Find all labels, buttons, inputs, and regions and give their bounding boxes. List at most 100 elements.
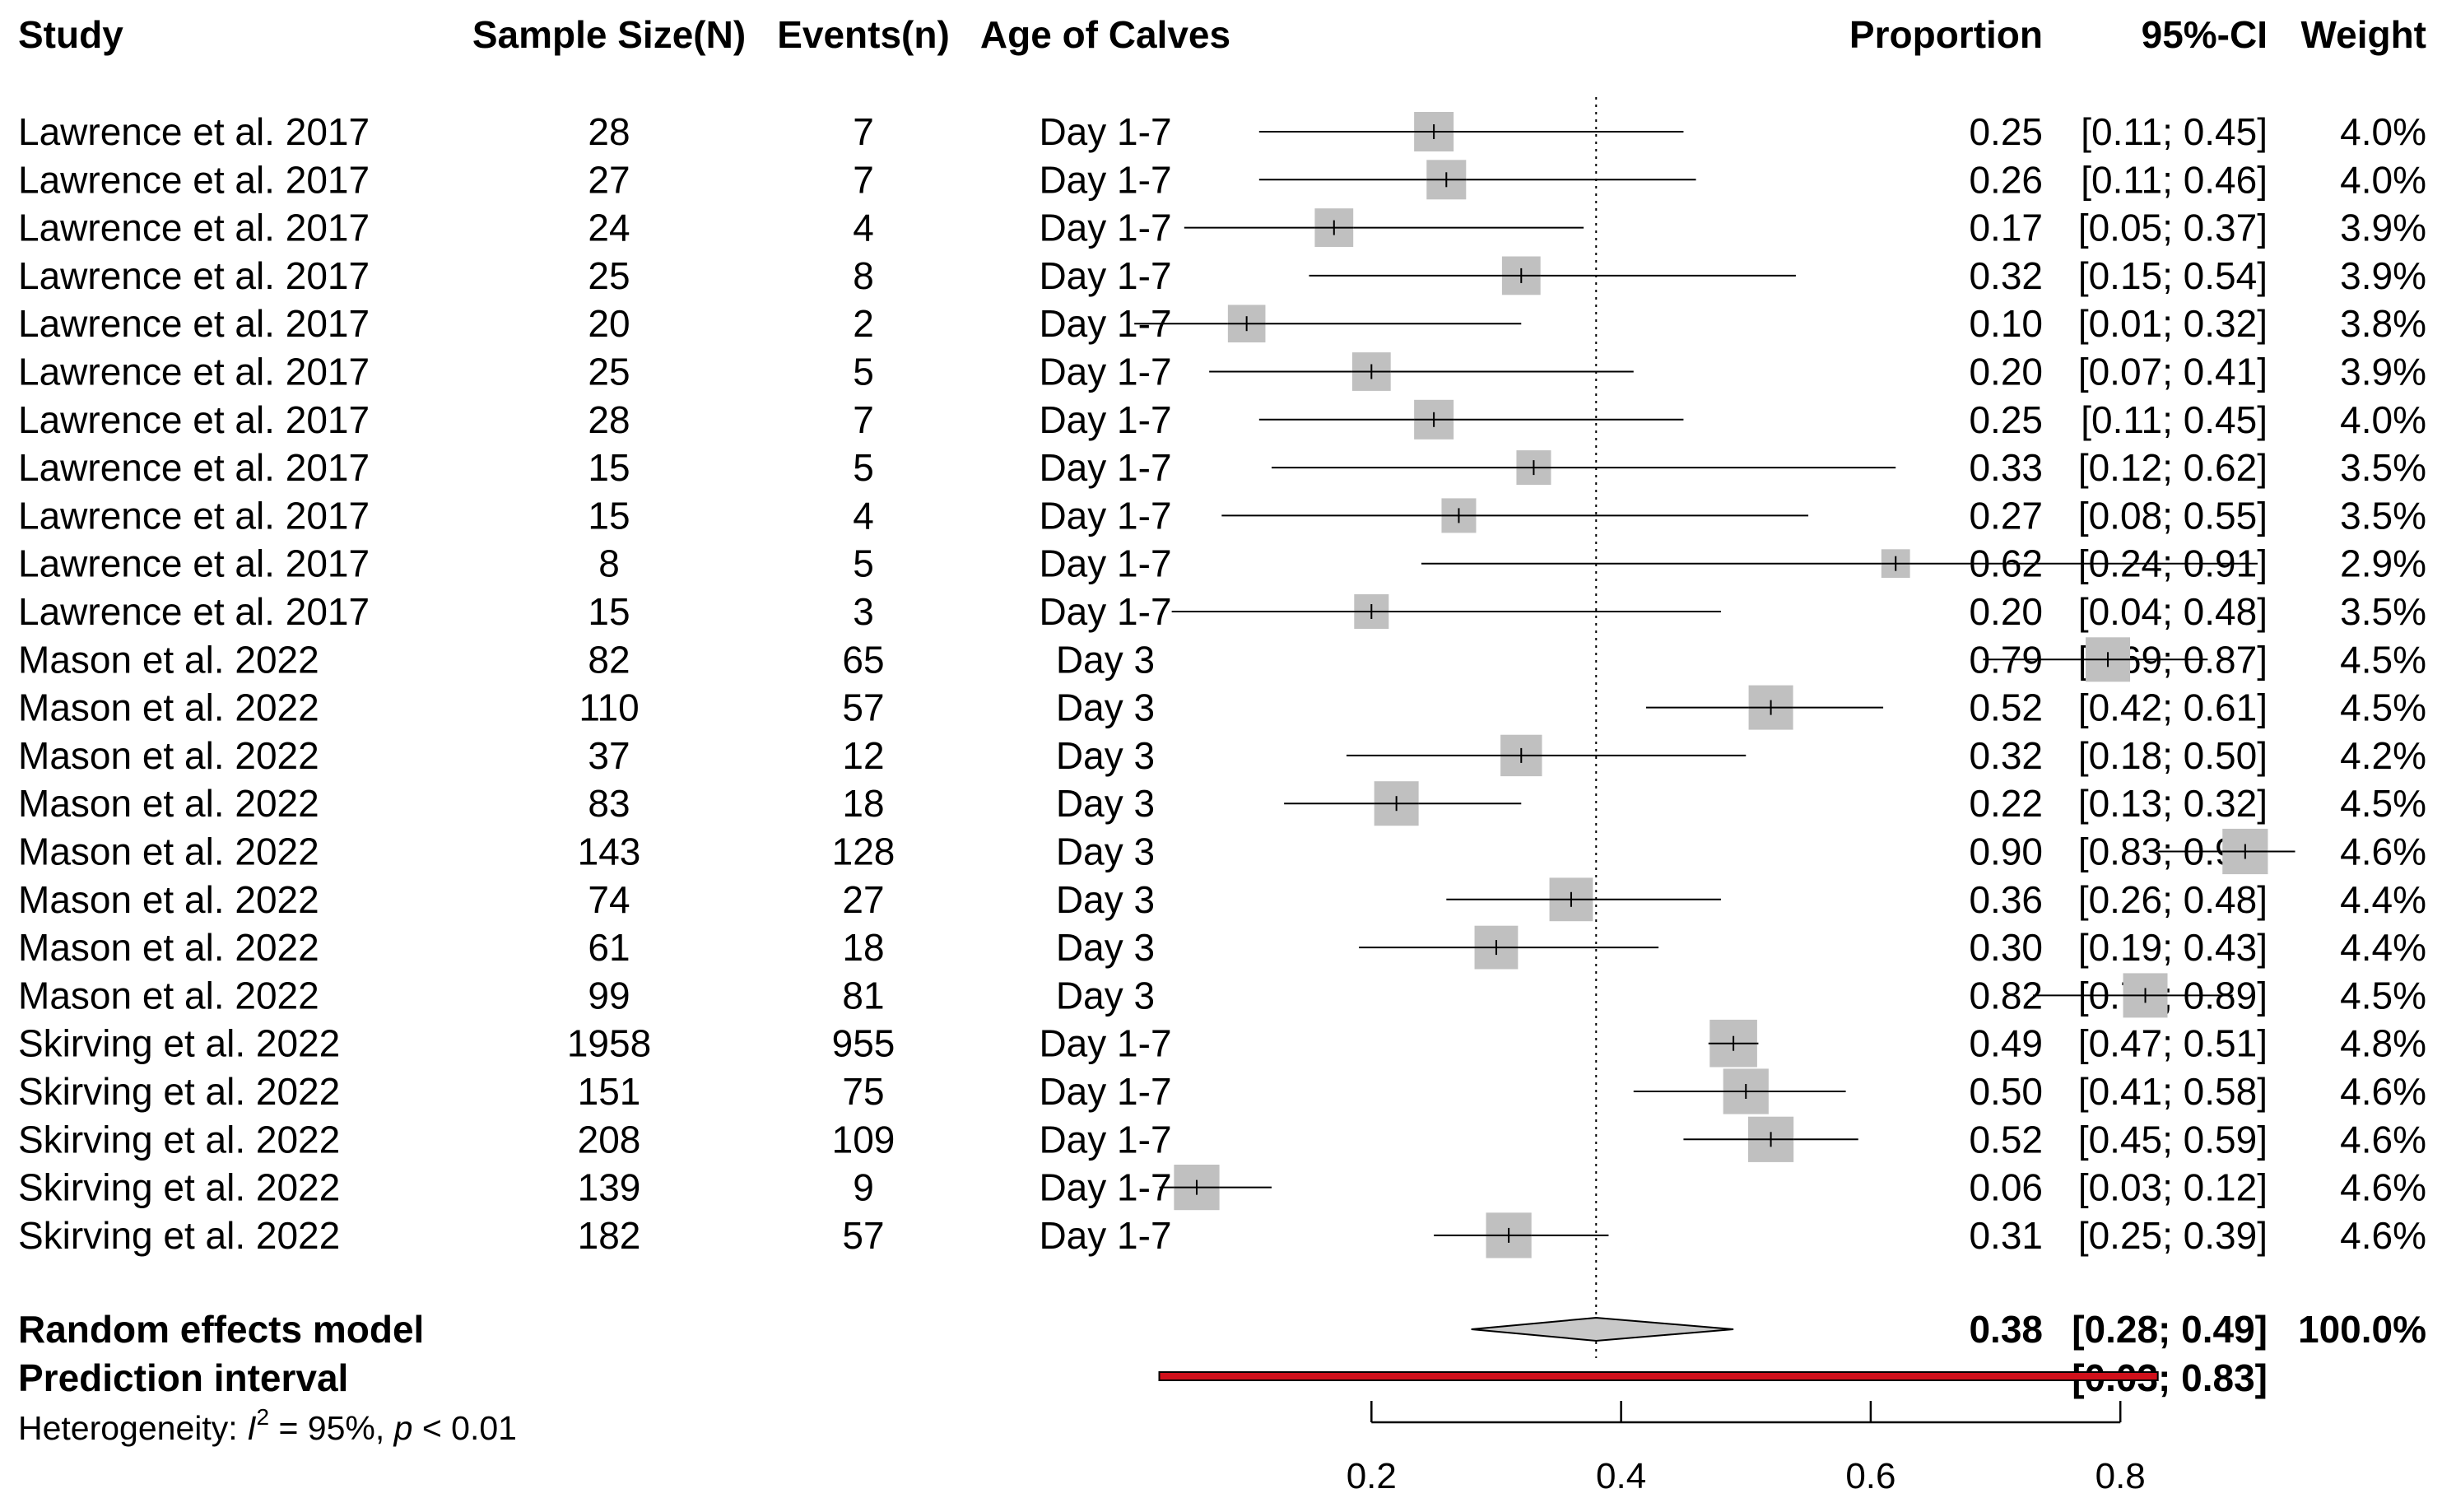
study-mark xyxy=(1209,352,1634,391)
weight: 4.0% xyxy=(2340,110,2426,153)
age-of-calves: Day 1-7 xyxy=(1039,254,1171,297)
sample-size: 83 xyxy=(588,782,630,825)
summary-diamond xyxy=(1471,1316,1734,1342)
sample-size: 15 xyxy=(588,446,630,489)
events: 7 xyxy=(853,398,874,441)
header-proportion: Proportion xyxy=(1849,13,2043,56)
age-of-calves: Day 1-7 xyxy=(1039,110,1171,153)
proportion: 0.33 xyxy=(1969,446,2043,489)
study-mark xyxy=(1983,637,2208,682)
sample-size: 208 xyxy=(578,1118,641,1161)
heterogeneity-i2-value: = 95%, xyxy=(269,1409,394,1447)
heterogeneity-p-value: < 0.01 xyxy=(412,1409,517,1447)
x-axis: 0.2 0.4 0.6 0.8 xyxy=(1347,1401,2146,1496)
events: 18 xyxy=(842,926,884,969)
confidence-interval: [0.15; 0.54] xyxy=(2078,254,2268,297)
study-row: Lawrence et al. 2017 15 4 Day 1-7 0.27 [0.08;… xyxy=(18,494,2426,537)
confidence-interval: [0.45; 0.59] xyxy=(2078,1118,2268,1161)
axis-tick-label: 0.6 xyxy=(1845,1456,1895,1496)
header-events: Events(n) xyxy=(777,13,950,56)
sample-size: 20 xyxy=(588,302,630,345)
events: 5 xyxy=(853,542,874,585)
sample-size: 28 xyxy=(588,398,630,441)
events: 5 xyxy=(853,446,874,489)
study-mark xyxy=(1346,734,1747,777)
confidence-interval: [0.11; 0.45] xyxy=(2081,110,2268,153)
study-row: Skirving et al. 2022 151 75 Day 1-7 0.50 [0.4… xyxy=(18,1070,2426,1113)
study-name: Mason et al. 2022 xyxy=(18,686,319,729)
study-name: Lawrence et al. 2017 xyxy=(18,590,370,633)
summary-proportion: 0.38 xyxy=(1969,1308,2043,1351)
events: 7 xyxy=(853,110,874,153)
sample-size: 110 xyxy=(579,686,639,729)
weight: 4.2% xyxy=(2340,734,2426,777)
summary-label: Random effects model xyxy=(18,1308,424,1351)
weight: 2.9% xyxy=(2340,542,2426,585)
events: 75 xyxy=(842,1070,884,1113)
age-of-calves: Day 3 xyxy=(1056,878,1155,921)
prediction-interval-bar xyxy=(1158,1371,2159,1381)
confidence-interval: [0.13; 0.32] xyxy=(2078,782,2268,825)
study-mark xyxy=(1258,112,1684,151)
header-ci: 95%-CI xyxy=(2142,13,2268,56)
axis-tick-label: 0.8 xyxy=(2095,1456,2146,1496)
age-of-calves: Day 3 xyxy=(1056,782,1155,825)
proportion: 0.20 xyxy=(1969,590,2043,633)
summary-ci: [0.28; 0.49] xyxy=(2072,1308,2268,1351)
sample-size: 1958 xyxy=(567,1022,651,1065)
weight: 3.8% xyxy=(2340,302,2426,345)
confidence-interval: [0.05; 0.37] xyxy=(2078,207,2268,249)
weight: 3.9% xyxy=(2340,254,2426,297)
proportion: 0.10 xyxy=(1969,302,2043,345)
weight: 4.4% xyxy=(2340,926,2426,969)
summary-weight: 100.0% xyxy=(2298,1308,2426,1351)
age-of-calves: Day 1-7 xyxy=(1039,158,1171,201)
proportion: 0.06 xyxy=(1969,1166,2043,1209)
study-name: Mason et al. 2022 xyxy=(18,974,319,1017)
age-of-calves: Day 1-7 xyxy=(1039,1118,1171,1161)
study-row: Lawrence et al. 2017 25 5 Day 1-7 0.20 [0.07;… xyxy=(18,351,2426,393)
study-row: Lawrence et al. 2017 24 4 Day 1-7 0.17 [0.05;… xyxy=(18,207,2426,249)
confidence-interval: [0.11; 0.46] xyxy=(2081,158,2268,201)
age-of-calves: Day 1-7 xyxy=(1039,542,1171,585)
study-row: Lawrence et al. 2017 15 5 Day 1-7 0.33 [0.12;… xyxy=(18,446,2426,489)
study-row: Mason et al. 2022 143 128 Day 3 0.90 [0.83; 0… xyxy=(18,830,2426,873)
study-row: Mason et al. 2022 110 57 Day 3 0.52 [0.42; 0.… xyxy=(18,686,2426,729)
study-name: Skirving et al. 2022 xyxy=(18,1022,340,1065)
confidence-interval: [0.18; 0.50] xyxy=(2078,734,2268,777)
age-of-calves: Day 3 xyxy=(1056,686,1155,729)
sample-size: 151 xyxy=(578,1070,641,1113)
sample-size: 25 xyxy=(588,351,630,393)
study-row: Mason et al. 2022 61 18 Day 3 0.30 [0.19; 0.4… xyxy=(18,926,2426,969)
sample-size: 24 xyxy=(588,207,630,249)
study-name: Lawrence et al. 2017 xyxy=(18,398,370,441)
sample-size: 28 xyxy=(588,110,630,153)
study-row: Lawrence et al. 2017 28 7 Day 1-7 0.25 [0.11;… xyxy=(18,398,2426,441)
header-age: Age of Calves xyxy=(980,13,1230,56)
prediction-label: Prediction interval xyxy=(18,1356,348,1399)
age-of-calves: Day 3 xyxy=(1056,974,1155,1017)
study-row: Skirving et al. 2022 139 9 Day 1-7 0.06 [0.03… xyxy=(18,1166,2426,1209)
study-row: Lawrence et al. 2017 20 2 Day 1-7 0.10 [0.01;… xyxy=(18,302,2426,345)
sample-size: 8 xyxy=(598,542,620,585)
heterogeneity-i-symbol: I xyxy=(247,1409,256,1447)
study-mark xyxy=(1221,498,1809,533)
header-sample-size: Sample Size(N) xyxy=(472,13,746,56)
proportion: 0.26 xyxy=(1969,158,2043,201)
study-mark xyxy=(1258,399,1684,440)
weight: 4.6% xyxy=(2340,1214,2426,1257)
events: 18 xyxy=(842,782,884,825)
age-of-calves: Day 1-7 xyxy=(1039,351,1171,393)
proportion: 0.52 xyxy=(1969,686,2043,729)
events: 3 xyxy=(853,590,874,633)
study-name: Lawrence et al. 2017 xyxy=(18,351,370,393)
study-mark xyxy=(1271,450,1896,486)
header-weight: Weight xyxy=(2301,13,2426,56)
weight: 4.8% xyxy=(2340,1022,2426,1065)
study-name: Lawrence et al. 2017 xyxy=(18,542,370,585)
study-row: Skirving et al. 2022 182 57 Day 1-7 0.31 [0.2… xyxy=(18,1214,2426,1257)
events: 4 xyxy=(853,494,874,537)
age-of-calves: Day 1-7 xyxy=(1039,1166,1171,1209)
sample-size: 139 xyxy=(578,1166,641,1209)
